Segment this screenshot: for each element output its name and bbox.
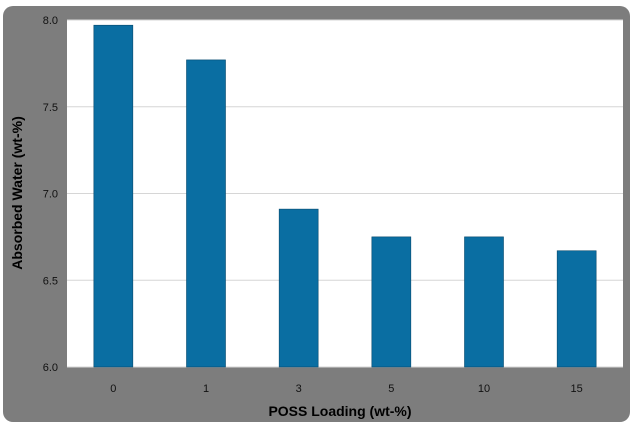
bar-1 bbox=[186, 59, 226, 368]
y-axis-title: Absorbed Water (wt-%) bbox=[9, 116, 25, 269]
x-axis-ticks: 0 1 3 5 10 15 bbox=[110, 383, 583, 395]
y-tick-label: 7.0 bbox=[43, 189, 58, 201]
bar-15 bbox=[556, 250, 597, 368]
x-tick-label: 1 bbox=[203, 383, 209, 395]
y-axis-ticks: 6.0 6.5 7.0 7.5 8.0 bbox=[43, 15, 58, 374]
bar-3 bbox=[278, 208, 319, 368]
x-tick-label: 0 bbox=[110, 383, 116, 395]
y-tick-label: 6.5 bbox=[43, 275, 58, 287]
x-tick-label: 5 bbox=[388, 383, 394, 395]
y-tick-label: 7.5 bbox=[43, 102, 58, 114]
bar-10 bbox=[464, 236, 504, 368]
x-tick-label: 10 bbox=[478, 383, 490, 395]
x-tick-label: 3 bbox=[296, 383, 302, 395]
y-tick-label: 8.0 bbox=[43, 15, 58, 27]
bars bbox=[93, 24, 597, 368]
x-axis-title: POSS Loading (wt-%) bbox=[268, 403, 411, 419]
bar-5 bbox=[371, 236, 412, 368]
bar-0 bbox=[93, 24, 134, 368]
y-tick-label: 6.0 bbox=[43, 362, 58, 374]
x-tick-label: 15 bbox=[571, 383, 583, 395]
gridlines bbox=[67, 19, 623, 368]
